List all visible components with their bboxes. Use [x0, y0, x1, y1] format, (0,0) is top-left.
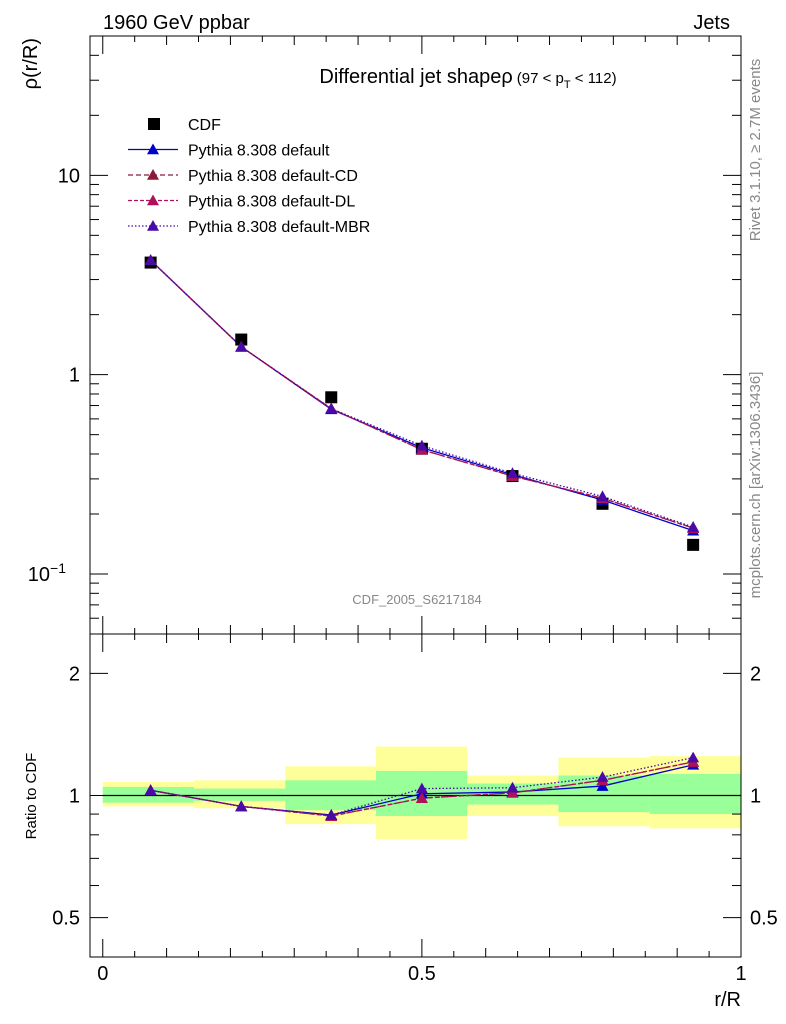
- x-tick-label: 0.5: [408, 963, 436, 985]
- ratio-y-tick-label: 0.5: [52, 908, 80, 930]
- ratio-y-tick-label: 2: [69, 663, 80, 685]
- uncertainty-band-green: [649, 773, 741, 815]
- analysis-watermark: CDF_2005_S6217184: [352, 592, 481, 607]
- main-series-line: [150, 259, 694, 529]
- x-tick-label: 1: [735, 963, 746, 985]
- x-axis-label: r/R: [714, 989, 741, 1011]
- mc-data-point: [596, 490, 609, 502]
- ratio-data-point: [325, 809, 338, 820]
- uncertainty-band-green: [194, 788, 286, 801]
- cdf-data-point: [235, 333, 248, 346]
- main-panel: 10 1 10−1 ρ(r/R) Differential jet shapeρ (9…: [20, 35, 742, 635]
- mcplots-label: mcplots.cern.ch [arXiv:1306.3436]: [747, 372, 764, 599]
- main-axis-ticks: 10 1 10−1: [28, 35, 742, 635]
- ratio-y-axis-label: Ratio to CDF: [23, 753, 40, 840]
- main-y-tick-label: 10: [58, 165, 80, 187]
- legend-marker: [147, 169, 159, 180]
- legend-entry: Pythia 8.308 default-CD: [188, 168, 358, 185]
- mc-data-point: [325, 402, 338, 414]
- cdf-data-point: [325, 391, 338, 404]
- legend-entry: CDF: [188, 117, 221, 134]
- mc-data-point: [687, 521, 700, 532]
- main-y-tick-label: 1: [69, 365, 80, 387]
- ratio-data-point: [235, 800, 248, 812]
- ratio-data-point: [144, 784, 157, 796]
- ratio-panel: 2 2 1 1 0.5 0.5 0 0.5 1 Ratio to CDF r/R: [23, 633, 778, 1011]
- mc-data-point: [235, 340, 248, 352]
- rivet-label: Rivet 3.1.10, ≥ 2.7M events: [747, 59, 764, 242]
- legend-marker: [147, 143, 159, 155]
- ratio-y-tick-label-right: 2: [750, 663, 761, 685]
- legend-entry: Pythia 8.308 default: [188, 143, 330, 160]
- legend: CDF Pythia 8.308 default Pythia 8.308 defa…: [128, 117, 370, 236]
- header-left: 1960 GeV ppbar: [103, 12, 250, 34]
- ratio-data-point: [415, 792, 428, 803]
- ratio-data-point: [687, 751, 700, 763]
- legend-marker: [147, 220, 159, 231]
- ratio-data-point: [415, 782, 428, 794]
- ratio-data-point: [596, 771, 609, 782]
- main-plot-area: [144, 254, 700, 551]
- ratio-y-tick-label: 1: [69, 786, 80, 808]
- ratio-axis-ticks: 2 2 1 1 0.5 0.5 0 0.5 1: [52, 634, 778, 985]
- ratio-y-tick-label-right: 0.5: [750, 908, 778, 930]
- main-y-tick-label: 10−1: [28, 560, 66, 586]
- mc-data-point: [506, 467, 519, 479]
- ratio-data-point: [506, 781, 519, 793]
- ratio-plot-area: [102, 746, 741, 840]
- x-tick-label: 0: [97, 963, 108, 985]
- legend-marker: [147, 194, 159, 206]
- legend-entry: Pythia 8.308 default-MBR: [188, 219, 370, 236]
- legend-marker: [148, 118, 160, 130]
- mc-data-point: [144, 254, 157, 266]
- cdf-data-point: [687, 538, 700, 551]
- main-series-line: [150, 259, 694, 532]
- header-right: Jets: [693, 12, 730, 34]
- main-y-axis-label: ρ(r/R): [20, 38, 42, 89]
- mc-data-point: [415, 439, 428, 451]
- main-series-line: [150, 259, 694, 529]
- legend-entry: Pythia 8.308 default-DL: [188, 194, 355, 211]
- ratio-data-point: [596, 780, 609, 791]
- main-series-line: [150, 259, 694, 528]
- chart-title: Differential jet shapeρ (97 < pT < 112): [319, 66, 616, 91]
- ratio-y-tick-label-right: 1: [750, 786, 761, 808]
